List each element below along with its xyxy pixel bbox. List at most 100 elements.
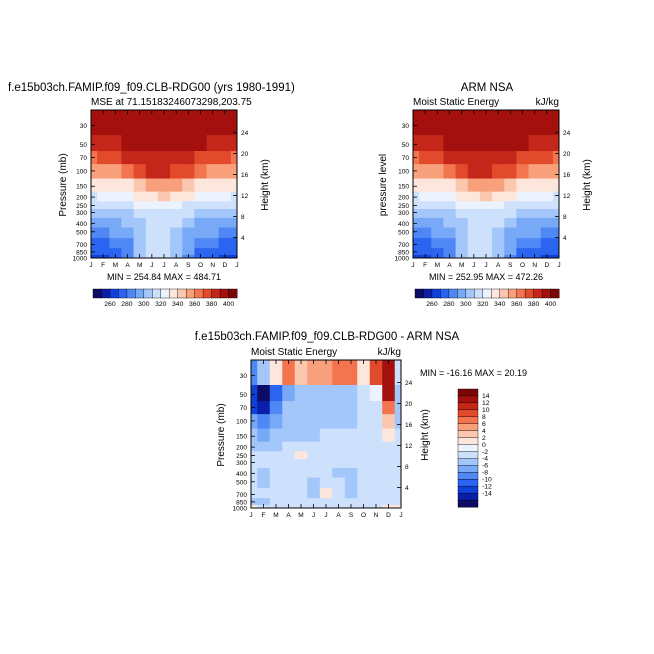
heat-cell — [443, 178, 457, 193]
colorbar-obs: 260 280 300 320 340 360 380 400 — [414, 288, 560, 308]
heat-cell — [455, 201, 469, 210]
heat-cell — [121, 201, 135, 210]
heat-cell — [357, 428, 371, 443]
heat-cell — [552, 201, 559, 210]
heat-cell — [479, 201, 493, 210]
colorbar-swatch — [185, 288, 196, 299]
heat-cell — [540, 227, 554, 239]
heat-cell — [145, 209, 159, 219]
heat-cell — [344, 498, 358, 506]
heat-cell — [97, 238, 110, 249]
heat-cell — [269, 451, 283, 460]
colorbar-swatch — [457, 499, 479, 508]
colorbar-label: -6 — [482, 463, 488, 470]
heat-cell — [344, 414, 358, 430]
heat-cell — [282, 477, 296, 489]
heat-cell — [218, 227, 232, 239]
heat-cell — [109, 227, 123, 239]
month-tick-label: J — [484, 262, 487, 269]
heat-cell — [319, 488, 333, 499]
heat-cell — [230, 209, 237, 219]
heat-cell — [170, 110, 183, 136]
heat-cell — [182, 110, 196, 136]
heat-cell — [133, 238, 147, 249]
heat-cell — [419, 151, 432, 165]
heat-cell — [206, 135, 220, 152]
month-tick-label: M — [459, 262, 464, 269]
heat-cell — [344, 441, 358, 452]
heat-cell — [170, 151, 183, 165]
panel-model-title: f.e15b03ch.FAMIP.f09_f09.CLB-RDG00 (yrs … — [8, 82, 295, 94]
heat-cell — [394, 385, 401, 402]
heat-cell — [443, 217, 457, 229]
heat-cell — [282, 360, 296, 386]
pressure-tick-label: 700 — [236, 492, 247, 499]
heat-cell — [109, 201, 123, 210]
heat-cell — [504, 135, 518, 152]
heat-cell — [109, 164, 123, 180]
heat-cell — [540, 248, 554, 256]
colorbar-swatch — [491, 288, 501, 299]
colorbar-label: 320 — [155, 301, 167, 308]
colorbar-label: 300 — [138, 301, 150, 308]
colorbar-swatch — [457, 444, 479, 452]
pressure-tick-label: 70 — [80, 155, 88, 162]
heat-cell — [109, 191, 123, 202]
heat-cell — [218, 151, 232, 165]
heat-cell — [332, 467, 346, 479]
heat-cell — [552, 227, 559, 239]
colorbar-swatch — [152, 288, 162, 299]
heat-cell — [145, 238, 159, 249]
heat-cell — [394, 504, 401, 508]
heat-cell — [121, 164, 135, 180]
heat-cell — [332, 477, 346, 489]
height-tick-label: 16 — [405, 422, 413, 429]
heat-cell — [157, 110, 171, 136]
colorbar-swatch — [499, 288, 509, 299]
pressure-tick-label: 50 — [402, 142, 410, 149]
heat-cell — [479, 164, 493, 180]
month-tick-label: S — [508, 262, 513, 269]
pressure-tick-label: 150 — [76, 184, 87, 191]
heat-cell — [145, 191, 159, 202]
heat-cell — [182, 248, 196, 256]
heat-cell — [182, 191, 196, 202]
heat-cell — [419, 217, 432, 229]
heat-cell — [540, 178, 554, 193]
heat-cell — [443, 164, 457, 180]
colorbar-swatch — [143, 288, 153, 299]
panel-obs-stats: MIN = 252.95 MAX = 472.26 — [429, 272, 543, 282]
heat-cell — [269, 441, 283, 452]
colorbar-label: 360 — [189, 301, 201, 308]
month-tick-label: O — [361, 512, 366, 519]
heat-cell — [443, 238, 457, 249]
pressure-tick-label: 30 — [80, 123, 88, 130]
heat-cell — [332, 488, 346, 499]
heat-cell — [394, 498, 401, 506]
heat-cell — [528, 164, 542, 180]
heat-cell — [206, 238, 220, 249]
heat-cell — [467, 217, 481, 229]
heat-cell — [307, 414, 321, 430]
heat-cell — [157, 135, 171, 152]
heat-cell — [157, 217, 171, 229]
heat-cell — [121, 178, 135, 193]
heat-cell — [455, 178, 469, 193]
month-tick-label: N — [210, 262, 215, 269]
pressure-tick-label: 150 — [236, 434, 247, 441]
heat-cell — [269, 360, 283, 386]
month-tick-label: J — [411, 262, 414, 269]
heat-cell — [504, 164, 518, 180]
heat-cell — [357, 401, 371, 415]
heat-cell — [145, 217, 159, 229]
heat-cell — [97, 201, 110, 210]
heat-cell — [431, 151, 445, 165]
heat-cell — [97, 110, 110, 136]
heat-cell — [133, 178, 147, 193]
heat-cell — [121, 227, 135, 239]
colorbar-label: 340 — [494, 301, 506, 308]
colorbar-swatch — [219, 288, 230, 299]
heat-cell — [121, 191, 135, 202]
heat-cell — [194, 217, 208, 229]
heat-cell — [357, 498, 371, 506]
